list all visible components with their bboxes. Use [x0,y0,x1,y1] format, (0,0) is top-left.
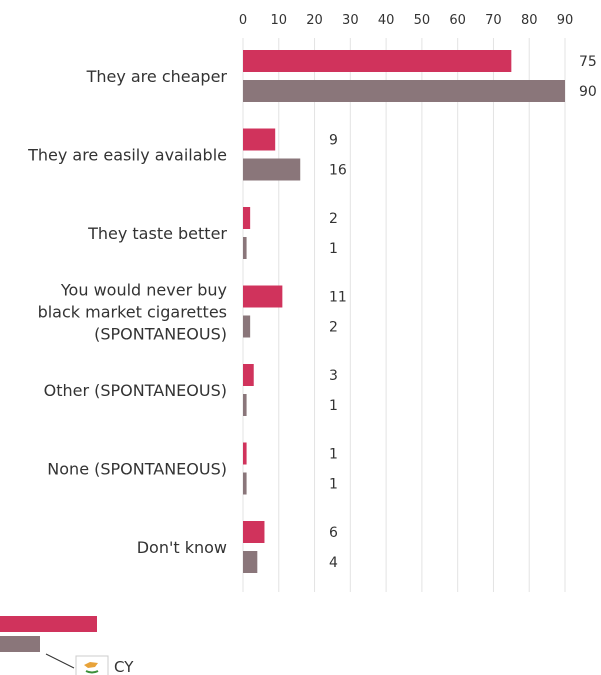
value-label-series-2: 1 [329,477,338,493]
category-labels: They are cheaper They are easily availabl… [27,67,227,557]
bar-series-2 [243,551,258,573]
legend-label: CY [114,658,134,675]
category-label-line: They taste better [87,224,227,243]
value-label-series-2: 1 [329,241,338,257]
bar-series-1 [243,207,251,229]
bar-series-1 [243,128,276,151]
bar-series-1 [243,50,512,72]
category-label-line: (SPONTANEOUS) [94,325,227,344]
value-label-series-1: 9 [329,133,338,149]
legend-swatch-series-2 [0,636,40,652]
x-tick-label: 90 [557,13,574,28]
value-label-series-1: 75 [579,54,597,70]
x-tick-label: 60 [449,13,466,28]
value-label-series-2: 16 [329,163,347,179]
x-tick-label: 50 [414,13,431,28]
x-tick-label: 0 [239,13,247,28]
value-label-series-2: 90 [579,84,597,100]
category-label: They are cheaper [86,67,228,86]
legend-swatch-series-1 [0,616,97,632]
x-tick-label: 40 [378,13,395,28]
bar-series-2 [243,472,247,495]
category-label-line: Don't know [137,538,227,557]
category-label: You would never buy black market cigarett… [38,281,227,344]
category-label: They are easily available [27,146,227,165]
bar-series-1 [243,364,254,386]
bar-series-2 [243,394,247,416]
bar-series-1 [243,285,283,308]
category-label: Other (SPONTANEOUS) [44,381,227,400]
x-tick-label: 20 [306,13,323,28]
cyprus-flag-icon [75,655,109,675]
x-tick-label: 80 [521,13,538,28]
legend-connector [45,653,75,669]
value-label-series-2: 1 [329,398,338,414]
value-label-series-1: 2 [329,211,338,227]
value-label-series-2: 4 [329,555,338,571]
bar-series-2 [243,80,565,102]
x-axis-ticks: 0 10 20 30 40 50 60 70 80 90 [239,13,573,28]
bar-series-2 [243,237,247,259]
value-label-series-1: 6 [329,525,338,541]
category-label-line: They are cheaper [86,67,228,86]
value-label-series-1: 11 [329,290,347,306]
category-label: Don't know [137,538,227,557]
bar-series-1 [243,521,265,543]
category-label-line: black market cigarettes [38,303,227,322]
x-tick-label: 10 [271,13,288,28]
value-label-series-1: 1 [329,447,338,463]
legend: CY [0,616,134,675]
category-label-line: You would never buy [60,281,227,300]
category-label-line: Other (SPONTANEOUS) [44,381,227,400]
bar-series-2 [243,315,251,338]
category-label-line: They are easily available [27,146,227,165]
category-label: None (SPONTANEOUS) [47,460,227,479]
value-label-series-2: 2 [329,320,338,336]
category-label: They taste better [87,224,227,243]
x-tick-label: 70 [485,13,502,28]
x-tick-label: 30 [342,13,359,28]
gridlines [242,38,566,592]
category-label-line: None (SPONTANEOUS) [47,460,227,479]
bar-series-2 [243,158,301,181]
value-label-series-1: 3 [329,368,338,384]
bar-series-1 [243,442,247,465]
